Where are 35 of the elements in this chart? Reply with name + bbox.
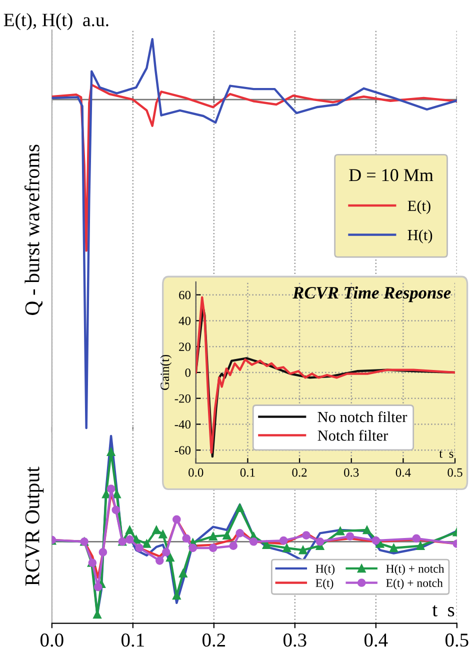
y-tick-label: 0 [185,368,191,377]
y-tick-label: -40 [174,420,191,429]
x-axis-title: t s [432,605,454,616]
x-tick-label: 0.4 [396,468,411,477]
x-tick-label: 0.4 [364,634,388,647]
legend-label: No notch filter [318,411,408,422]
legend-label: H(t) + notch [386,564,444,576]
x-axis-title: t s [439,450,454,458]
x-tick-label: 0.1 [122,634,144,647]
x-tick-label: 0.5 [448,468,462,477]
y-tick-label: -20 [174,394,191,403]
y-axis-title: Gain(t) [160,354,172,390]
x-tick-label: 0.3 [344,468,359,477]
legend-label: H(t) [408,229,432,244]
x-tick-label: 0.2 [202,634,225,647]
legend-label: E(t) + notch [386,578,443,590]
y-tick-label: 60 [179,290,191,300]
y-tick-label: -60 [174,446,191,455]
legend-title: D = 10 Mm [349,169,434,182]
x-tick-label: 0.0 [188,468,204,477]
x-tick-label: 0.0 [40,634,64,647]
y-axis-title: RCVR Output [25,466,44,586]
chart-title: RCVR Time Response [292,286,451,302]
legend-label: Notch filter [318,430,388,441]
chart-title: E(t), H(t) a.u. [4,13,108,30]
y-axis-title: Q - burst wavefroms [24,144,43,315]
x-tick-label: 0.5 [445,634,468,647]
y-tick-label: 20 [179,342,191,352]
legend-label: H(t) [316,564,335,576]
legend-label: E(t) [408,200,430,214]
x-tick-label: 0.3 [283,634,306,647]
y-tick-label: 40 [178,316,191,326]
x-tick-label: 0.2 [292,468,307,477]
legend-label: E(t) [316,578,334,590]
x-tick-label: 0.1 [240,468,255,477]
